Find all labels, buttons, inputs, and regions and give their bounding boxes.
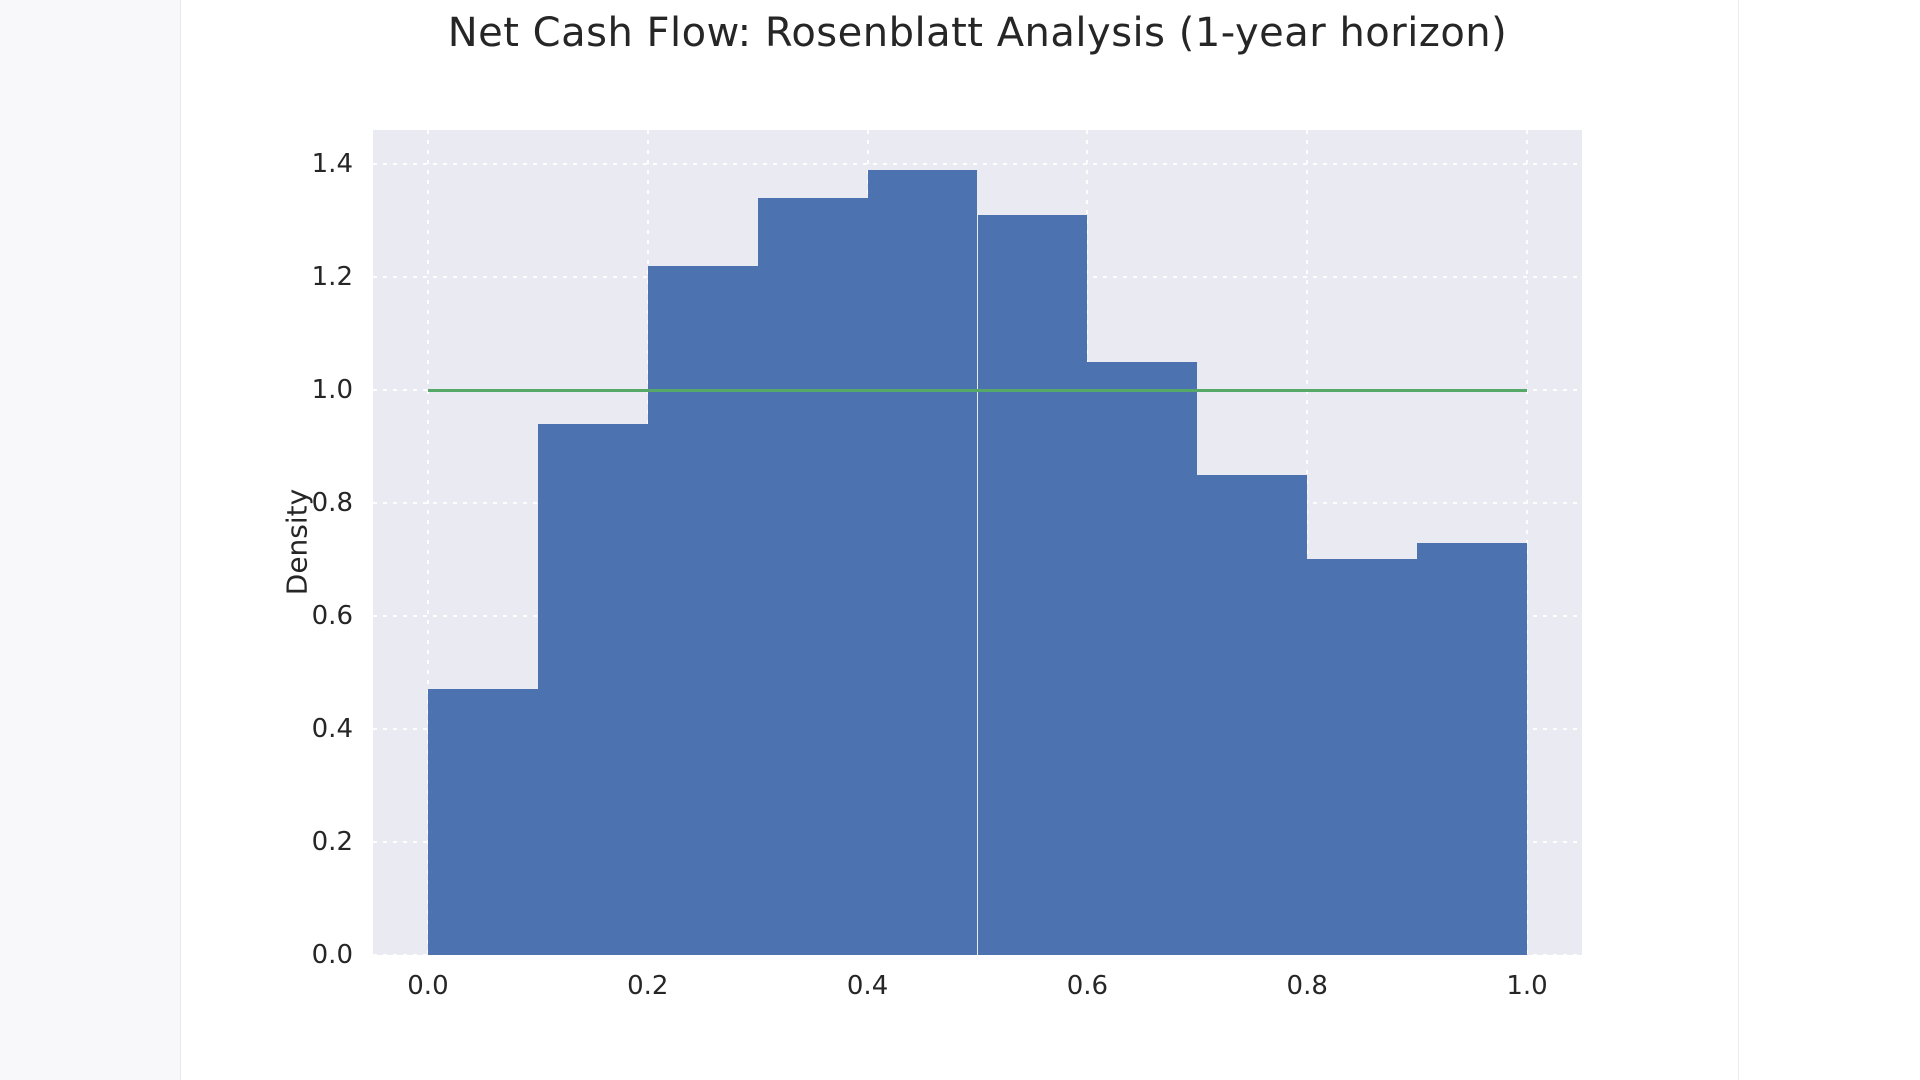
uniform-reference-line xyxy=(427,388,1528,392)
y-tick-label: 1.0 xyxy=(311,374,353,405)
histogram-bar xyxy=(1417,542,1528,955)
histogram-bar xyxy=(537,423,648,955)
histogram-bar xyxy=(427,689,538,955)
histogram-bar xyxy=(867,169,978,955)
x-gridline xyxy=(1306,130,1309,955)
y-gridline xyxy=(373,162,1582,165)
histogram-bar xyxy=(757,197,868,955)
y-tick-label: 1.4 xyxy=(311,148,353,179)
y-tick-label: 0.4 xyxy=(311,713,353,744)
histogram-bar xyxy=(1087,361,1198,955)
y-tick-label: 0.6 xyxy=(311,600,353,631)
x-tick-label: 0.8 xyxy=(1286,971,1328,1001)
x-gridline xyxy=(1526,130,1529,955)
x-tick-label: 0.2 xyxy=(627,971,669,1001)
x-tick-label: 0.4 xyxy=(846,971,889,1001)
y-tick-label: 1.2 xyxy=(311,261,353,292)
figure-right-edge xyxy=(1738,0,1739,1080)
y-tick-label: 0.0 xyxy=(311,940,353,970)
chart-title: Net Cash Flow: Rosenblatt Analysis (1-ye… xyxy=(447,10,1508,56)
x-tick-label: 1.0 xyxy=(1506,971,1548,1001)
histogram-bar xyxy=(647,265,758,955)
histogram-bar xyxy=(1307,559,1418,955)
x-tick-label: 0.6 xyxy=(1066,971,1109,1001)
histogram-bar xyxy=(1197,474,1308,955)
x-gridline xyxy=(426,130,429,955)
y-gridline xyxy=(373,954,1582,956)
y-tick-label: 0.2 xyxy=(311,826,353,857)
histogram-bar xyxy=(977,214,1088,955)
x-tick-label: 0.0 xyxy=(407,971,449,1001)
plot-area xyxy=(373,130,1582,956)
y-tick-label: 0.8 xyxy=(311,487,353,518)
page-left-margin xyxy=(0,0,181,1080)
